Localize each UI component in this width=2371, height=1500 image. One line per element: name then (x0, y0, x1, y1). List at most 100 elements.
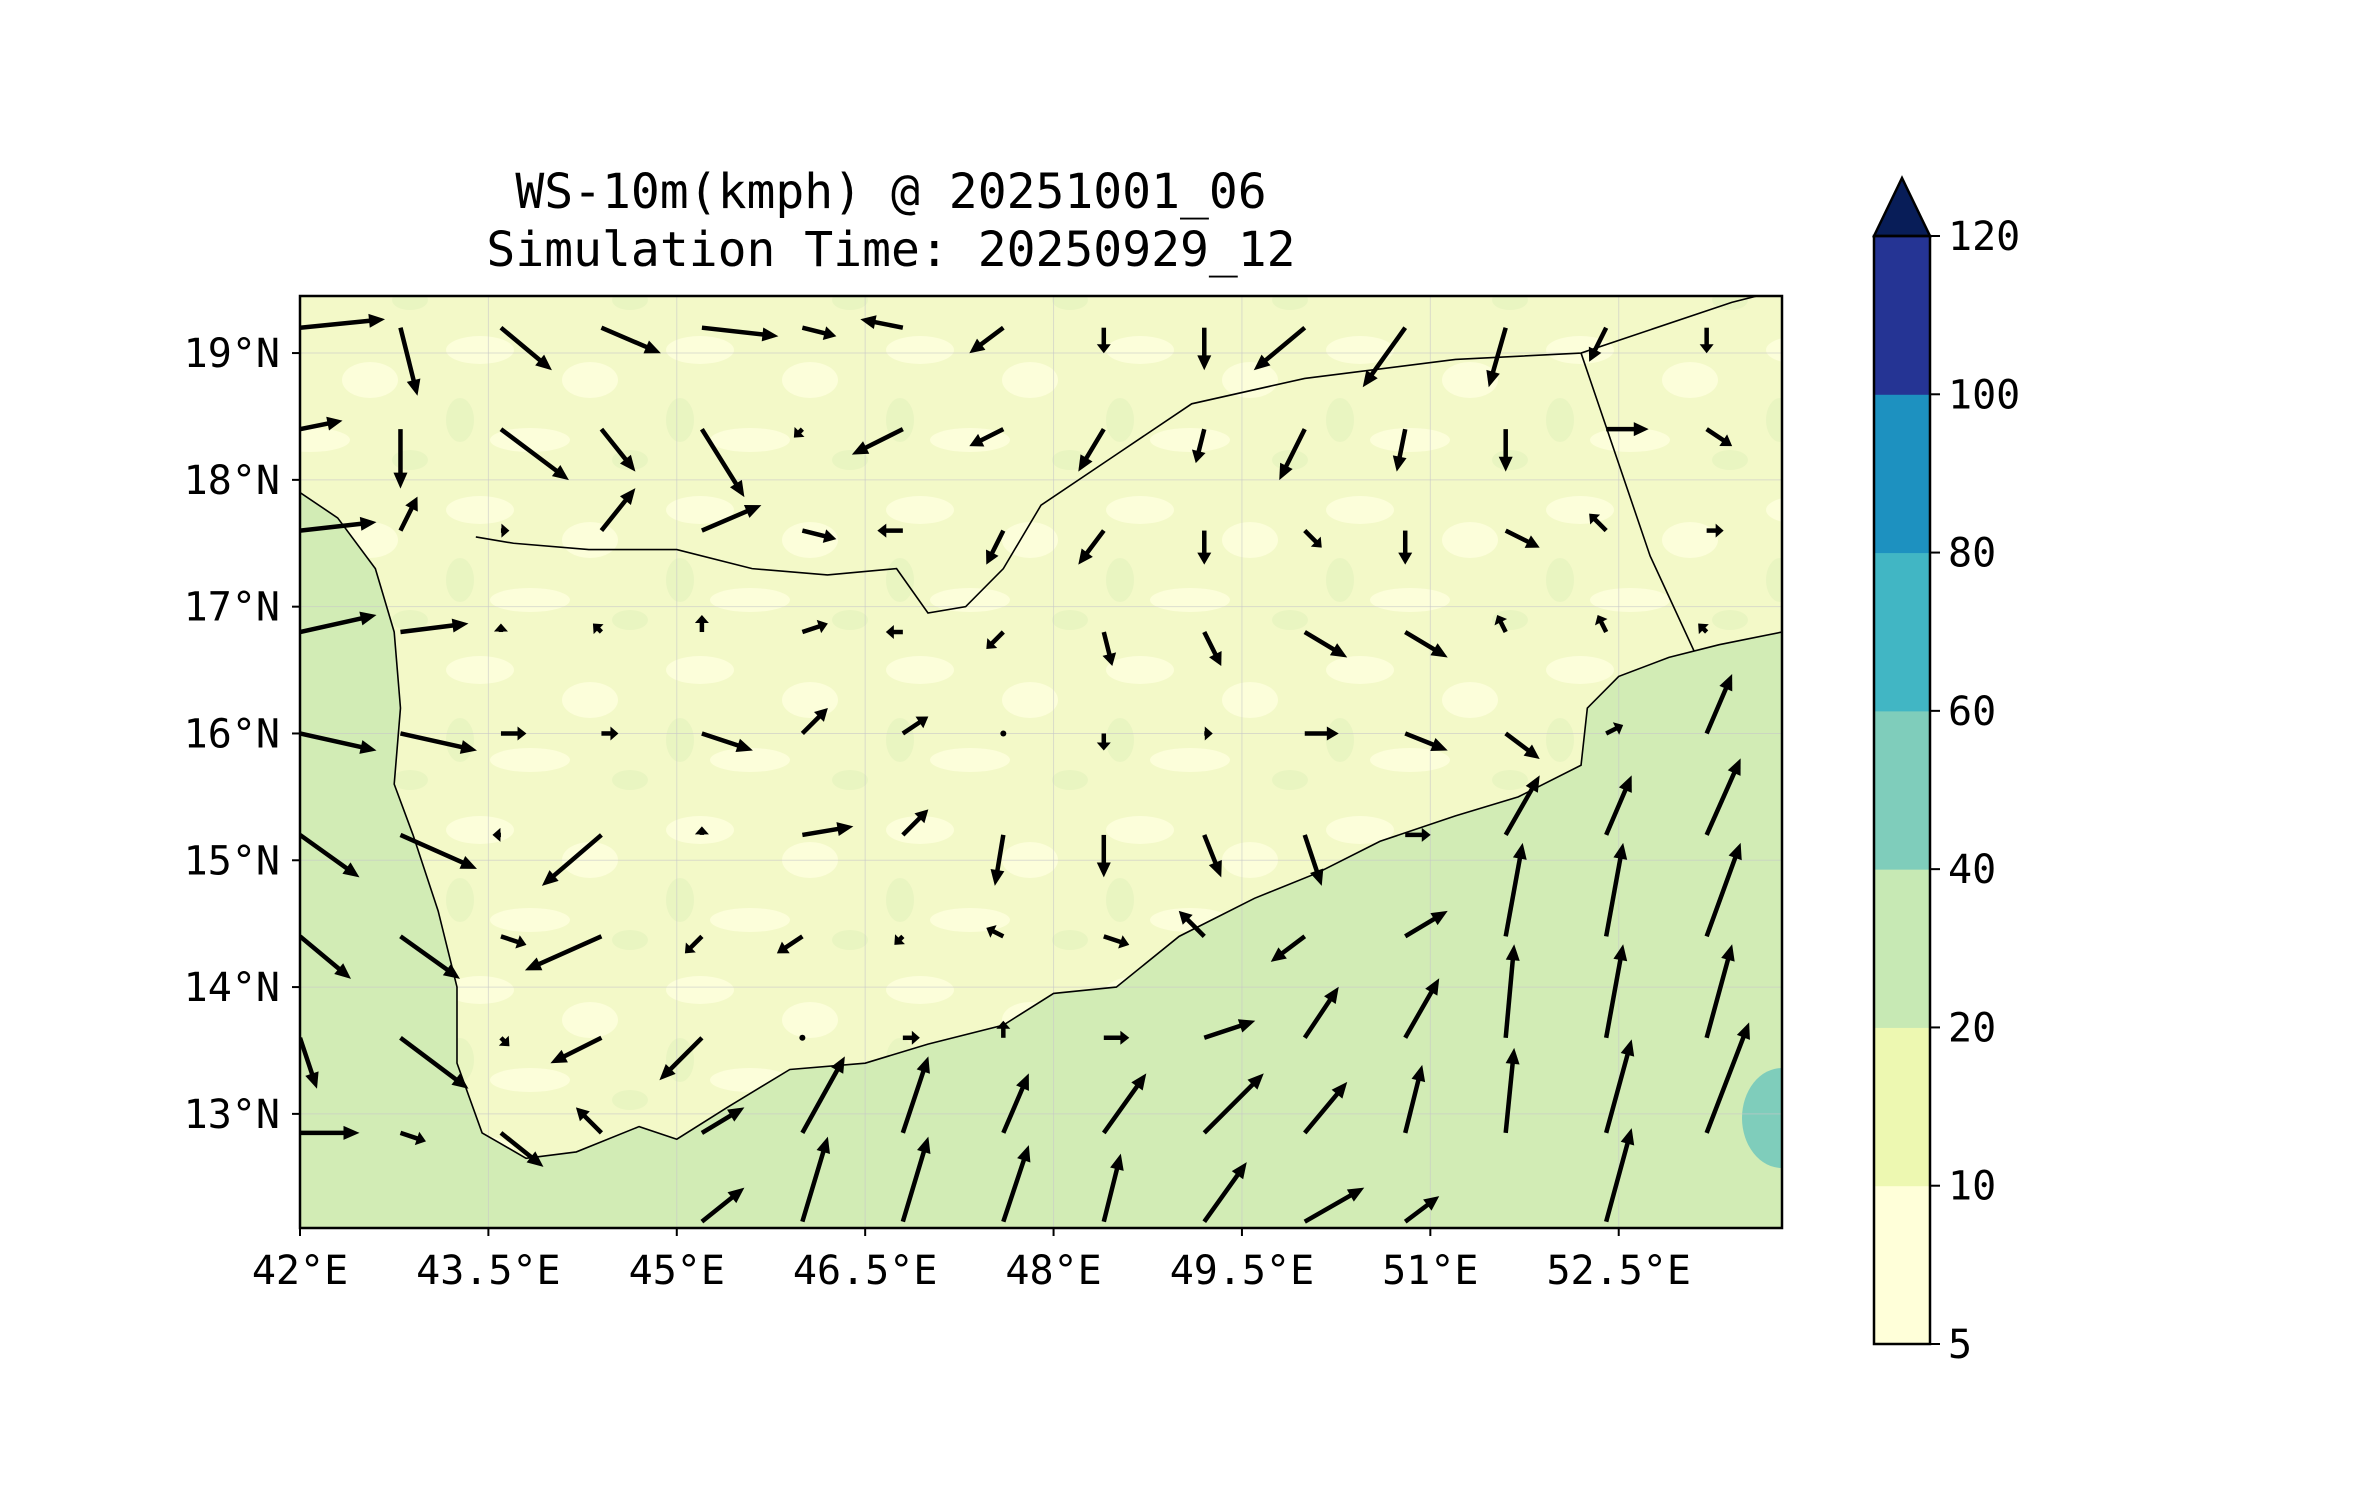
colorbar-segment (1874, 1027, 1930, 1187)
wind-vector (700, 1107, 745, 1135)
wind-vector (1001, 1073, 1029, 1134)
wind-vector (1503, 944, 1520, 1038)
colorbar-tick-label: 5 (1948, 1322, 1972, 1368)
wind-vector (1103, 1030, 1130, 1045)
wind-vector (801, 528, 837, 543)
strong-wind-patch (1742, 1068, 1782, 1168)
wind-vector (801, 619, 828, 635)
wind-vector (492, 827, 501, 842)
wind-vector (500, 934, 527, 949)
wind-vector (592, 623, 604, 635)
colorbar-segment (1874, 552, 1930, 712)
wind-vector (398, 327, 421, 396)
wind-vector (1503, 1047, 1520, 1134)
wind-vector (894, 934, 905, 945)
wind-vector (900, 1056, 930, 1134)
colorbar-segment (1874, 869, 1930, 1028)
wind-vector (901, 809, 929, 837)
wind-vector (1303, 1081, 1348, 1135)
wind-vector (550, 1035, 603, 1064)
wind-vector (1603, 1039, 1635, 1134)
wind-vector (986, 630, 1005, 650)
wind-vector (400, 618, 469, 635)
wind-vector (498, 1035, 510, 1047)
wind-vector (1698, 623, 1709, 635)
wind-vector (801, 325, 837, 341)
x-tick-label: 48°E (1005, 1248, 1101, 1294)
wind-vector (694, 615, 709, 633)
colorbar-tick-label: 60 (1948, 689, 1996, 735)
wind-vector (1403, 1064, 1426, 1134)
red-sea-area (300, 296, 483, 1165)
wind-vector (694, 826, 709, 835)
wind-vector (793, 427, 805, 438)
colorbar: 5 10 20 40 60 80 100 120 (1872, 175, 2020, 1368)
wind-vector (1503, 842, 1527, 937)
wind-vector (659, 1036, 704, 1081)
wind-vector (1202, 1162, 1247, 1223)
colorbar-segment (1874, 1185, 1930, 1345)
wind-vector (600, 325, 661, 354)
colorbar-segment (1874, 394, 1930, 554)
x-tick-label: 45°E (629, 1248, 725, 1294)
plot-frame (298, 294, 1784, 1230)
wind-vector (300, 516, 377, 533)
wind-vector (1404, 910, 1448, 939)
coastline (300, 491, 1782, 1160)
wind-vector (1503, 775, 1540, 837)
x-tick-label: 43.5°E (416, 1248, 561, 1294)
wind-vector (1704, 758, 1741, 836)
wind-vector (300, 611, 377, 635)
wind-vector (1270, 934, 1307, 962)
wind-vector (1101, 631, 1117, 667)
wind-vector (1202, 834, 1222, 878)
wind-vector (1197, 530, 1212, 565)
wind-vector (1594, 615, 1609, 634)
wind-vector (1605, 722, 1624, 736)
wind-vector (902, 1030, 920, 1045)
wind-vector (1404, 731, 1448, 752)
wind-vector (1303, 528, 1322, 548)
y-axis: 19°N 18°N 17°N 16°N 15°N 14°N 13°N (184, 331, 300, 1138)
gridlines (300, 296, 1782, 1228)
wind-vector (1494, 615, 1508, 634)
wind-vector (969, 427, 1005, 447)
colorbar-segment (1874, 710, 1930, 870)
sea-area (300, 492, 1782, 1228)
wind-vector (300, 313, 385, 330)
x-tick-label: 42°E (252, 1248, 348, 1294)
wind-vector (300, 416, 343, 432)
wind-vector (1302, 834, 1324, 886)
wind-vector (1304, 726, 1339, 741)
wind-vector (300, 1125, 360, 1140)
wind-vector (1101, 1153, 1124, 1223)
wind-vector (1253, 325, 1307, 371)
wind-vector (575, 1107, 604, 1135)
y-tick-label: 16°N (184, 711, 280, 757)
y-tick-label: 18°N (184, 458, 280, 504)
wind-vector (399, 1035, 469, 1089)
wind-vector (860, 315, 904, 330)
wind-vector (986, 925, 1005, 939)
wind-vector (599, 488, 636, 532)
wind-vector (500, 726, 527, 741)
wind-vector (1705, 427, 1733, 447)
y-tick-label: 19°N (184, 331, 280, 377)
y-tick-label: 14°N (184, 965, 280, 1011)
wind-vector (800, 1136, 830, 1223)
wind-vector (1197, 327, 1212, 371)
wind-vector (1704, 944, 1735, 1039)
wind-vector (300, 1037, 319, 1089)
wind-vector (300, 934, 351, 979)
wind-vector (399, 832, 477, 869)
wind-vector (1603, 842, 1628, 937)
wind-vector (1588, 326, 1609, 362)
wind-vector (990, 834, 1006, 886)
wind-vector (1096, 834, 1111, 878)
wind-vectors (300, 313, 1750, 1224)
country-borders (475, 296, 1761, 652)
wind-vector (1303, 630, 1348, 658)
x-tick-label: 51°E (1382, 1248, 1478, 1294)
wind-vector (1204, 726, 1213, 741)
